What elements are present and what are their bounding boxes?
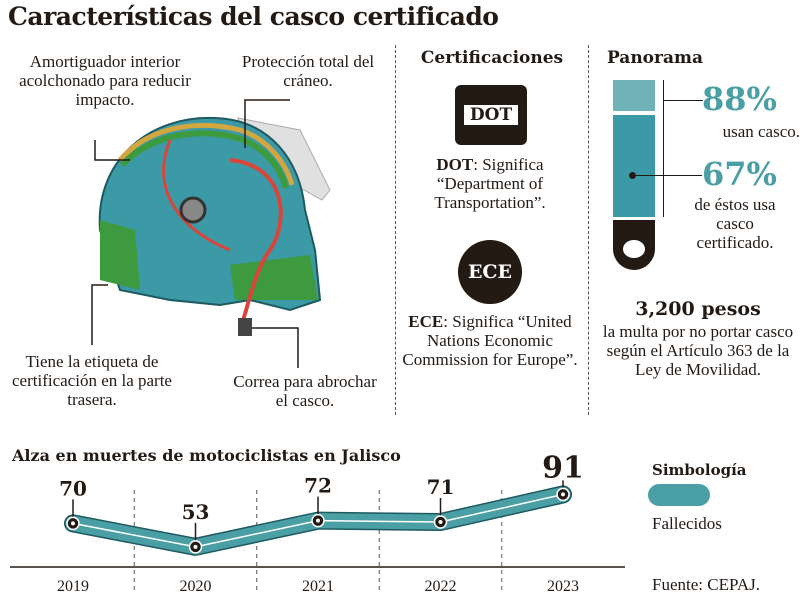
label-padding: Amortiguador interior acolchonado para r… — [19, 52, 191, 109]
chart-source: Fuente: CEPAJ. — [652, 575, 761, 594]
cert-text: de éstos usa casco certificado. — [694, 195, 776, 252]
x-tick-label: 2023 — [547, 578, 579, 595]
ece-description: ECE: Significa “United Nations Economic … — [402, 312, 578, 369]
legend-swatch — [648, 484, 710, 506]
page-title: Características del casco certificado — [8, 2, 499, 31]
pct-cert: 67% — [702, 155, 777, 193]
label-tag: Tiene la etiqueta de certificación en la… — [12, 352, 172, 409]
data-label: 91 — [542, 450, 584, 485]
data-label: 71 — [427, 475, 455, 499]
visor-pivot — [179, 196, 207, 224]
use-text: usan casco. — [722, 122, 800, 141]
bar-67 — [613, 115, 655, 217]
divider — [395, 45, 396, 415]
side-panel — [100, 220, 140, 290]
ece-logo: ECE — [458, 240, 522, 304]
legend-label: Fallecidos — [652, 514, 722, 533]
helmet-illustration — [91, 99, 331, 368]
label-protection: Protección total del cráneo. — [241, 52, 375, 90]
certifications-heading: Certificaciones — [420, 48, 564, 68]
fine-amount: 3,200 pesos — [635, 298, 761, 320]
x-tick-label: 2020 — [180, 578, 212, 595]
x-tick-label: 2019 — [57, 578, 89, 595]
data-label: 53 — [182, 500, 210, 524]
data-label: 72 — [304, 474, 332, 498]
fine-text: la multa por no portar casco según el Ar… — [602, 322, 794, 379]
helmet-icon — [613, 220, 655, 270]
panorama-heading: Panorama — [606, 48, 703, 68]
x-tick-label: 2022 — [425, 578, 457, 595]
line-chart: 70 2019 53 2020 72 2021 71 2022 91 2023 — [10, 450, 625, 595]
padding-stripe — [118, 123, 295, 186]
chart-title: Alza en muertes de motociclistas en Jali… — [12, 446, 401, 465]
strap-buckle — [238, 318, 252, 336]
divider — [588, 45, 589, 415]
data-label: 70 — [59, 476, 87, 500]
legend-title: Simbología — [652, 461, 747, 479]
pct-use: 88% — [702, 80, 777, 118]
dot-description: DOT: Significa “Department of Transporta… — [434, 155, 546, 212]
inner-line — [229, 158, 283, 331]
label-strap: Correa para abrochar el casco. — [233, 372, 377, 410]
bar-88 — [613, 80, 655, 111]
x-tick-label: 2021 — [302, 578, 334, 595]
dot-logo: DOT — [455, 85, 527, 145]
